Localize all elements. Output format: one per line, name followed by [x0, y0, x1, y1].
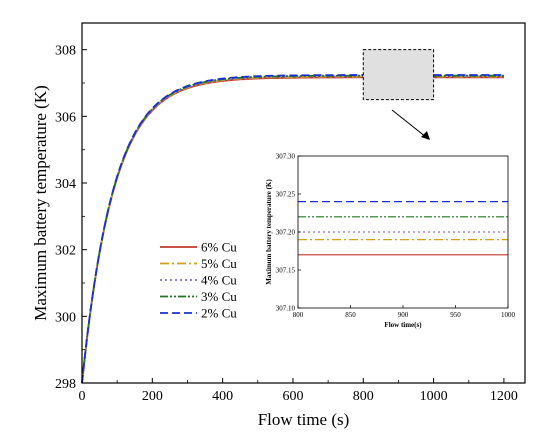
main-y-tick-label: 302 — [55, 244, 76, 259]
legend-label: 5% Cu — [201, 256, 237, 271]
main-x-ticks: 0 200 400 600 800 1000 1200 — [79, 378, 518, 404]
legend-label: 2% Cu — [201, 306, 237, 321]
main-x-tick-label: 400 — [212, 389, 233, 404]
inset-plot: 800 850 900 950 1000 307.10 307.15 307.20 307.2… — [265, 153, 516, 330]
main-x-axis-label: Flow time (s) — [258, 410, 350, 429]
legend: 6% Cu5% Cu 4% Cu3% Cu 2% Cu — [160, 240, 237, 321]
legend-label: 3% Cu — [201, 289, 237, 304]
arrow-line — [391, 109, 427, 138]
inset-x-tick-label: 850 — [345, 311, 356, 319]
inset-y-tick-label: 307.10 — [276, 305, 296, 313]
zoom-region — [362, 49, 435, 101]
main-x-tick-label: 1200 — [490, 389, 518, 404]
inset-y-tick-label: 307.25 — [276, 191, 296, 199]
main-y-tick-label: 300 — [55, 310, 76, 325]
zoom-box — [362, 49, 435, 101]
main-y-tick-label: 304 — [55, 177, 76, 192]
inset-y-axis-label: Maximum battery temperature (K) — [265, 179, 273, 285]
inset-y-tick-label: 307.30 — [276, 153, 296, 161]
main-x-tick-label: 200 — [142, 389, 163, 404]
zoom-arrow — [391, 109, 430, 140]
inset-y-ticks: 307.10 307.15 307.20 307.25 307.30 — [276, 153, 301, 313]
inset-y-tick-label: 307.20 — [276, 229, 296, 237]
inset-x-tick-label: 1000 — [501, 311, 516, 319]
inset-x-ticks: 800 850 900 950 1000 — [293, 305, 516, 319]
main-x-tick-label: 0 — [79, 389, 86, 404]
main-y-tick-label: 308 — [55, 44, 76, 59]
inset-y-tick-label: 307.15 — [276, 267, 296, 275]
main-y-ticks: 298 300 302 304 306 308 — [55, 44, 87, 392]
main-y-tick-label: 306 — [55, 110, 76, 125]
main-y-tick-label: 298 — [55, 377, 76, 392]
inset-x-tick-label: 800 — [293, 311, 304, 319]
legend-label: 4% Cu — [201, 273, 237, 288]
arrow-head — [421, 131, 430, 140]
main-x-tick-label: 1000 — [420, 389, 448, 404]
inset-x-tick-label: 900 — [398, 311, 409, 319]
inset-series-lines — [298, 201, 508, 256]
main-y-axis-label: Maximum battery temperature (K) — [31, 85, 50, 321]
inset-x-axis-label: Flow time(s) — [384, 321, 422, 329]
main-x-tick-label: 800 — [353, 389, 374, 404]
main-plot-frame — [81, 22, 526, 384]
main-plot: 0 200 400 600 800 1000 1200 298 300 302 304 306 308… — [31, 22, 526, 429]
main-x-tick-label: 600 — [282, 389, 303, 404]
inset-x-tick-label: 950 — [450, 311, 461, 319]
legend-label: 6% Cu — [201, 240, 237, 255]
